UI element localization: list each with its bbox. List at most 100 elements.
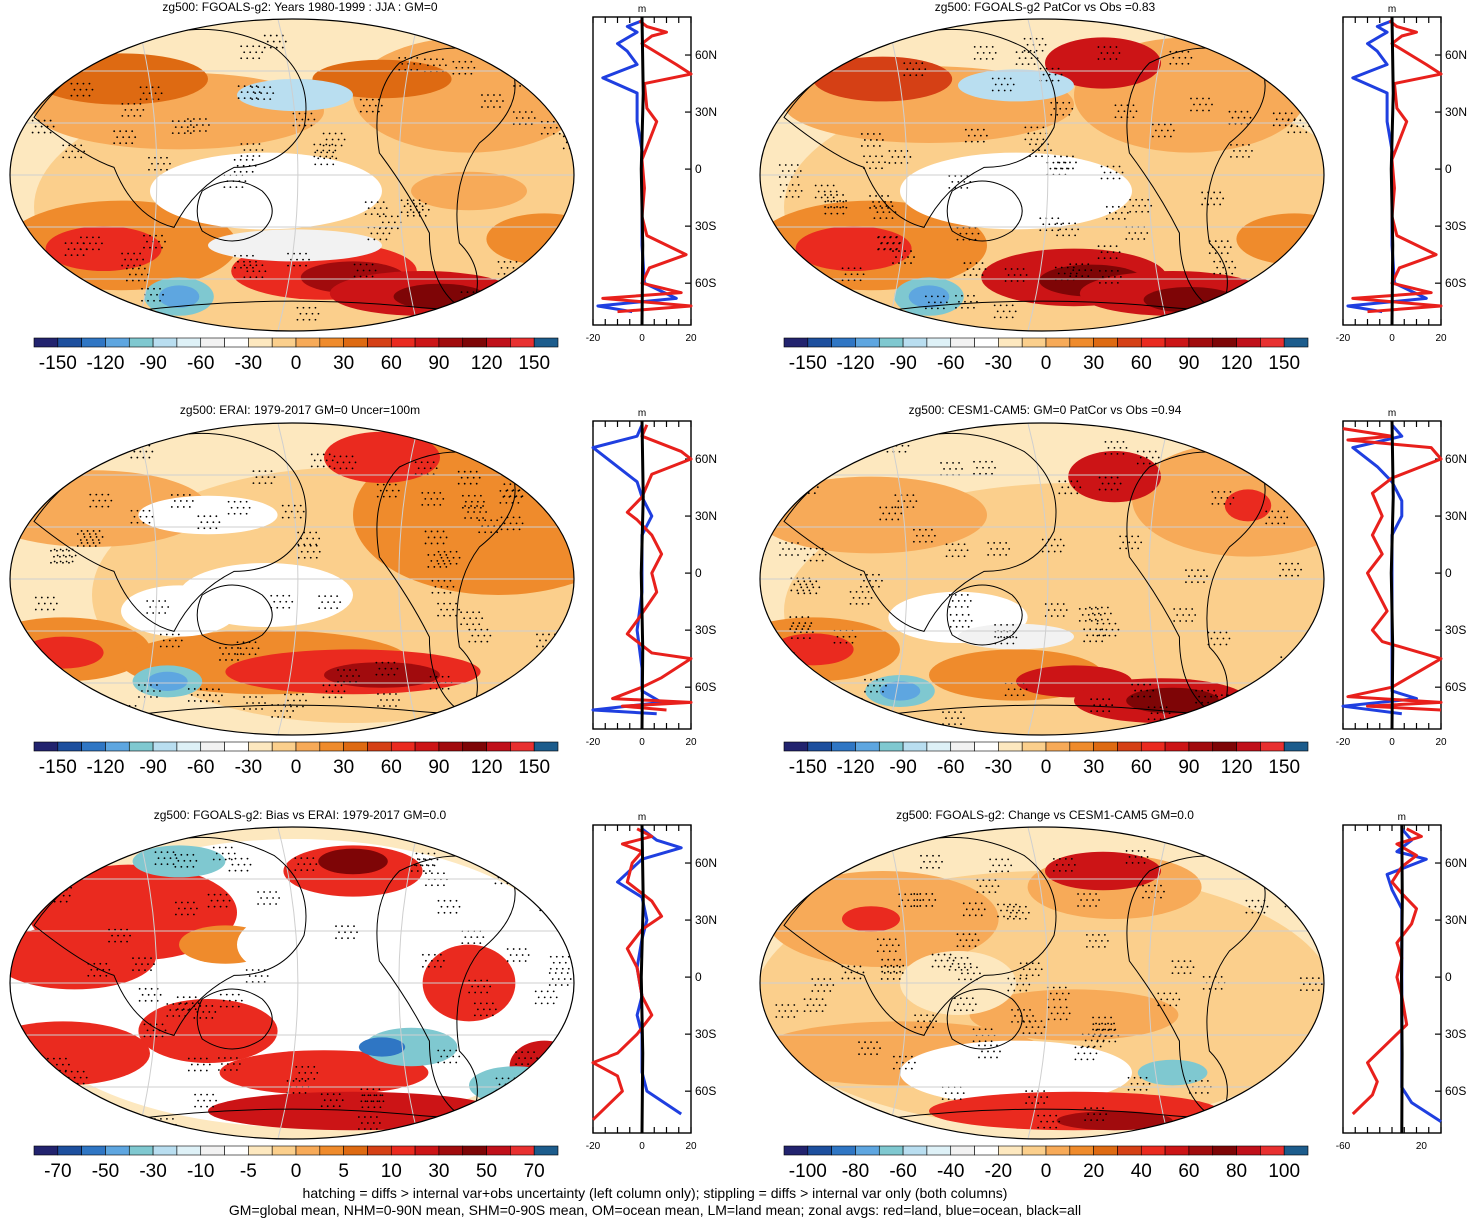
field-contour — [1045, 37, 1161, 89]
field-contour — [324, 431, 440, 483]
zonal-lat-label: 30N — [695, 913, 717, 927]
colorbar-swatch — [1021, 337, 1047, 348]
colorbar-tick-label: 120 — [471, 757, 503, 778]
field-contour — [411, 171, 527, 211]
colorbar-swatch — [510, 337, 535, 348]
zonal-unit-label: m — [638, 408, 646, 419]
colorbar-swatch — [1283, 1145, 1309, 1156]
zonal-x-tick-label: -60 — [1336, 1141, 1351, 1152]
colorbar-2: -150 -120 -90 -60 -30 0 30 60 90 120 150 — [783, 337, 1309, 374]
map-outline — [759, 18, 1325, 332]
colorbar-tick-label: -90 — [889, 353, 916, 374]
map-panel-1 — [9, 18, 575, 332]
colorbar-swatch — [1236, 741, 1261, 752]
zonal-lat-label: 30N — [695, 509, 717, 523]
colorbar-tick-label: -60 — [187, 757, 214, 778]
zonal-lat-label: 0 — [1445, 162, 1452, 176]
field-contour — [958, 69, 1074, 102]
colorbar-swatch — [1260, 741, 1285, 752]
field-contour — [45, 226, 162, 271]
zonal-lat-label: 60N — [1445, 856, 1467, 870]
colorbar-swatch — [1021, 1145, 1047, 1156]
zonal-lat-label: 30S — [695, 623, 716, 637]
zonal-lat-label: 30S — [1445, 623, 1466, 637]
zonal-plot-3: m 60N 30N 0 30S 60S -20 0 20 — [586, 408, 717, 748]
colorbar-swatch — [1188, 337, 1214, 348]
colorbar-swatch — [295, 1145, 321, 1156]
zonal-x-tick-label: 0 — [1389, 333, 1395, 344]
colorbar-swatch — [855, 337, 880, 348]
colorbar-swatch — [462, 1145, 487, 1156]
colorbar-tick-label: 90 — [428, 757, 449, 778]
colorbar-swatch — [343, 741, 368, 752]
colorbar-swatch — [1283, 337, 1309, 348]
colorbar-swatch — [902, 337, 928, 348]
colorbar-swatch — [319, 741, 344, 752]
panel-title-5: zg500: FGOALS-g2: Bias vs ERAI: 1979-201… — [153, 808, 447, 822]
field-contour — [22, 636, 104, 669]
map-outline — [759, 826, 1325, 1140]
graticule — [760, 423, 1324, 735]
colorbar-tick-label: 10 — [381, 1161, 402, 1182]
zonal-plot-4: m 60N 30N 0 30S 60S -20 0 20 — [1336, 408, 1467, 748]
colorbar-swatch — [807, 1145, 832, 1156]
colorbar-swatch — [462, 337, 487, 348]
colorbar-swatch — [831, 337, 856, 348]
colorbar-swatch — [950, 1145, 975, 1156]
colorbar-swatch — [271, 337, 297, 348]
zonal-lat-label: 30N — [1445, 509, 1467, 523]
colorbar-tick-label: -50 — [92, 1161, 119, 1182]
zonal-ocean-line — [616, 827, 683, 1116]
zonal-unit-label: m — [638, 4, 646, 15]
colorbar-tick-label: -60 — [187, 353, 214, 374]
field-contour — [147, 671, 188, 691]
panel-title-3: zg500: ERAI: 1979-2017 GM=0 Uncer=100m — [179, 403, 421, 417]
field-contour — [237, 912, 353, 977]
zonal-lat-label: 30N — [695, 105, 717, 119]
colorbar-swatch — [974, 337, 999, 348]
colorbar-tick-label: -90 — [889, 757, 916, 778]
colorbar-tick-label: 80 — [1226, 1161, 1247, 1182]
panel-title-4: zg500: CESM1-CAM5: GM=0 PatCor vs Obs =0… — [908, 403, 1182, 417]
zonal-x-tick-label: 20 — [1416, 1141, 1428, 1152]
colorbar-swatch — [81, 741, 106, 752]
zonal-lat-label: 30S — [695, 1027, 716, 1041]
colorbar-swatch — [105, 337, 130, 348]
colorbar-swatch — [271, 741, 297, 752]
zonal-ocean-line — [1346, 19, 1428, 314]
colorbar-tick-label: 0 — [1041, 757, 1052, 778]
colorbar-swatch — [152, 337, 178, 348]
zonal-land-line — [1351, 827, 1423, 1116]
zonal-all-line — [639, 420, 645, 730]
field-contour — [1045, 851, 1161, 891]
colorbar-tick-label: -150 — [789, 353, 827, 374]
zonal-lat-label: 0 — [695, 970, 702, 984]
colorbar-tick-label: 30 — [1083, 757, 1104, 778]
zonal-plot-5: m 60N 30N 0 30S 60S -20 0 20 — [586, 812, 717, 1152]
colorbar-tick-label: 150 — [1268, 757, 1300, 778]
zonal-ocean-line — [1385, 827, 1442, 1123]
colorbar-swatch — [878, 1145, 904, 1156]
colorbar-swatch — [57, 741, 82, 752]
colorbar-swatch — [1188, 741, 1214, 752]
field-contour — [509, 1040, 574, 1092]
zonal-lat-label: 30S — [1445, 219, 1466, 233]
colorbar-tick-label: 30 — [333, 757, 354, 778]
colorbar-tick-label: 60 — [1131, 757, 1152, 778]
colorbar-swatch — [176, 741, 202, 752]
colorbar-swatch — [855, 1145, 880, 1156]
map-panel-3 — [9, 422, 575, 736]
colorbar-swatch — [926, 741, 952, 752]
zonal-lat-label: 60S — [1445, 1084, 1466, 1098]
map-outline — [9, 826, 575, 1140]
colorbar-swatch — [319, 337, 344, 348]
zonal-unit-label: m — [638, 812, 646, 823]
colorbar-swatch — [33, 741, 59, 752]
colorbar-swatch — [1069, 741, 1094, 752]
field-contour — [900, 152, 1132, 230]
field-contour — [1056, 1111, 1173, 1131]
colorbar-swatch — [878, 337, 904, 348]
colorbar-tick-label: 30 — [333, 353, 354, 374]
colorbar-swatch — [152, 741, 178, 752]
zonal-land-line — [1342, 427, 1443, 712]
